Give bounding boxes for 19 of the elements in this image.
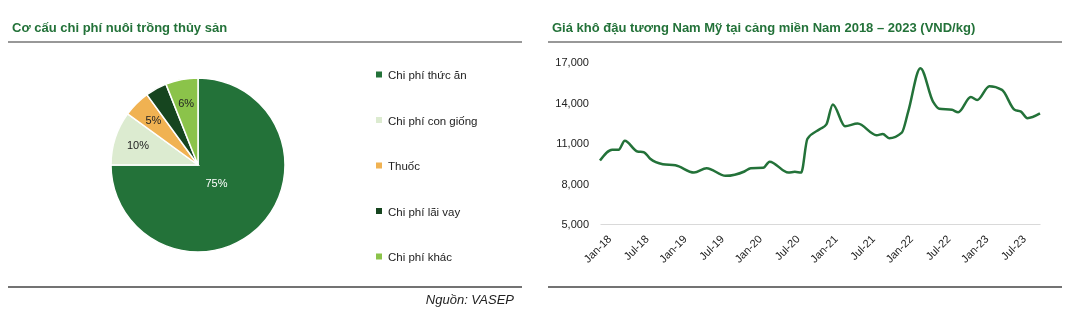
legend-label: Chi phí lãi vay — [388, 205, 461, 218]
data-label: 75% — [205, 177, 228, 190]
pie-slice — [110, 77, 286, 253]
legend-label: Chi phí khác — [388, 251, 453, 264]
legend-label: Chi phí con giống — [388, 114, 478, 127]
text: Nguồn: VASEP — [425, 292, 515, 307]
y-tick-label: 14,000 — [555, 96, 589, 109]
line-series — [598, 66, 1042, 178]
data-label: 6% — [178, 96, 195, 109]
y-tick-label: 5,000 — [561, 218, 589, 231]
y-tick-label: 17,000 — [555, 56, 589, 69]
legend-label: Chi phí thức ăn — [388, 69, 467, 82]
legend-label: Thuốc — [388, 160, 421, 173]
y-tick-label: 11,000 — [556, 137, 589, 150]
chart-title: Cơ cấu chi phí nuôi trồng thủy sản — [12, 20, 228, 35]
data-label: 10% — [127, 139, 150, 152]
data-label: 5% — [145, 114, 162, 127]
y-tick-label: 8,000 — [561, 177, 589, 190]
chart-title: Giá khô đậu tương Nam Mỹ tại cảng miền Nam 2018 – 2023 (VND/kg) — [552, 20, 976, 35]
